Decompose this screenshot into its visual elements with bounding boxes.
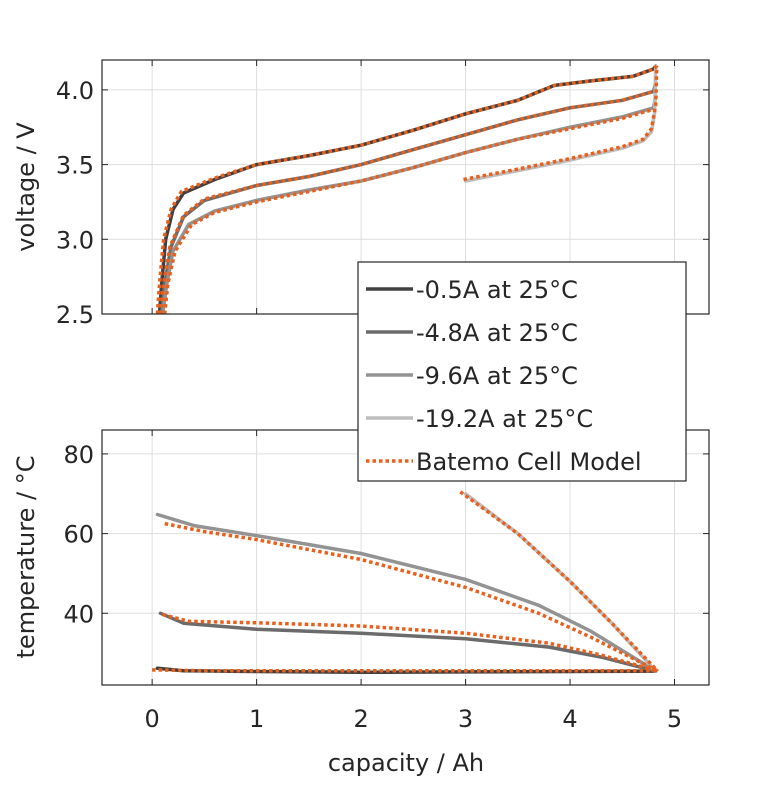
model-line xyxy=(463,65,659,182)
x-axis-label: capacity / Ah xyxy=(328,749,484,777)
x-tick-label: 0 xyxy=(145,705,160,733)
plot-area xyxy=(152,490,660,675)
legend-label: -0.5A at 25°C xyxy=(416,276,578,304)
y-tick-label: 80 xyxy=(63,441,94,469)
y-tick-label: 3.0 xyxy=(56,226,94,254)
y-tick-label: 3.5 xyxy=(56,152,94,180)
legend-box xyxy=(357,261,687,482)
legend-label: -9.6A at 25°C xyxy=(416,362,578,390)
model-line xyxy=(459,490,660,673)
voltage-axes: 2.5 3.0 3.5 4.0 xyxy=(56,59,710,329)
model-line xyxy=(164,521,659,673)
x-tick-label: 2 xyxy=(353,705,368,733)
model-line xyxy=(152,668,658,673)
temperature-ylabel: temperature / °C xyxy=(12,456,40,659)
y-tick-label: 40 xyxy=(63,600,94,628)
plot-area xyxy=(155,64,659,314)
legend-label: -19.2A at 25°C xyxy=(416,405,593,433)
model-line xyxy=(155,64,658,314)
model-line xyxy=(162,612,659,673)
x-tick-label: 4 xyxy=(562,705,577,733)
legend: -0.5A at 25°C -4.8A at 25°C -9.6A at 25°C -… xyxy=(357,261,687,482)
x-tick-label: 1 xyxy=(249,705,264,733)
series-line xyxy=(155,512,658,673)
y-tick-label: 60 xyxy=(63,521,94,549)
legend-label: Batemo Cell Model xyxy=(416,448,642,476)
y-tick-label: 2.5 xyxy=(56,301,94,329)
voltage-ylabel: voltage / V xyxy=(12,122,40,252)
x-tick-label: 3 xyxy=(458,705,473,733)
y-tick-label: 4.0 xyxy=(56,77,94,105)
series-line xyxy=(158,611,658,673)
legend-label: -4.8A at 25°C xyxy=(416,319,578,347)
model-line xyxy=(158,89,655,314)
x-tick-label: 5 xyxy=(667,705,682,733)
temperature-axes: 40 60 80 0 1 2 3 4 5 xyxy=(63,429,710,733)
model-line xyxy=(162,107,655,314)
